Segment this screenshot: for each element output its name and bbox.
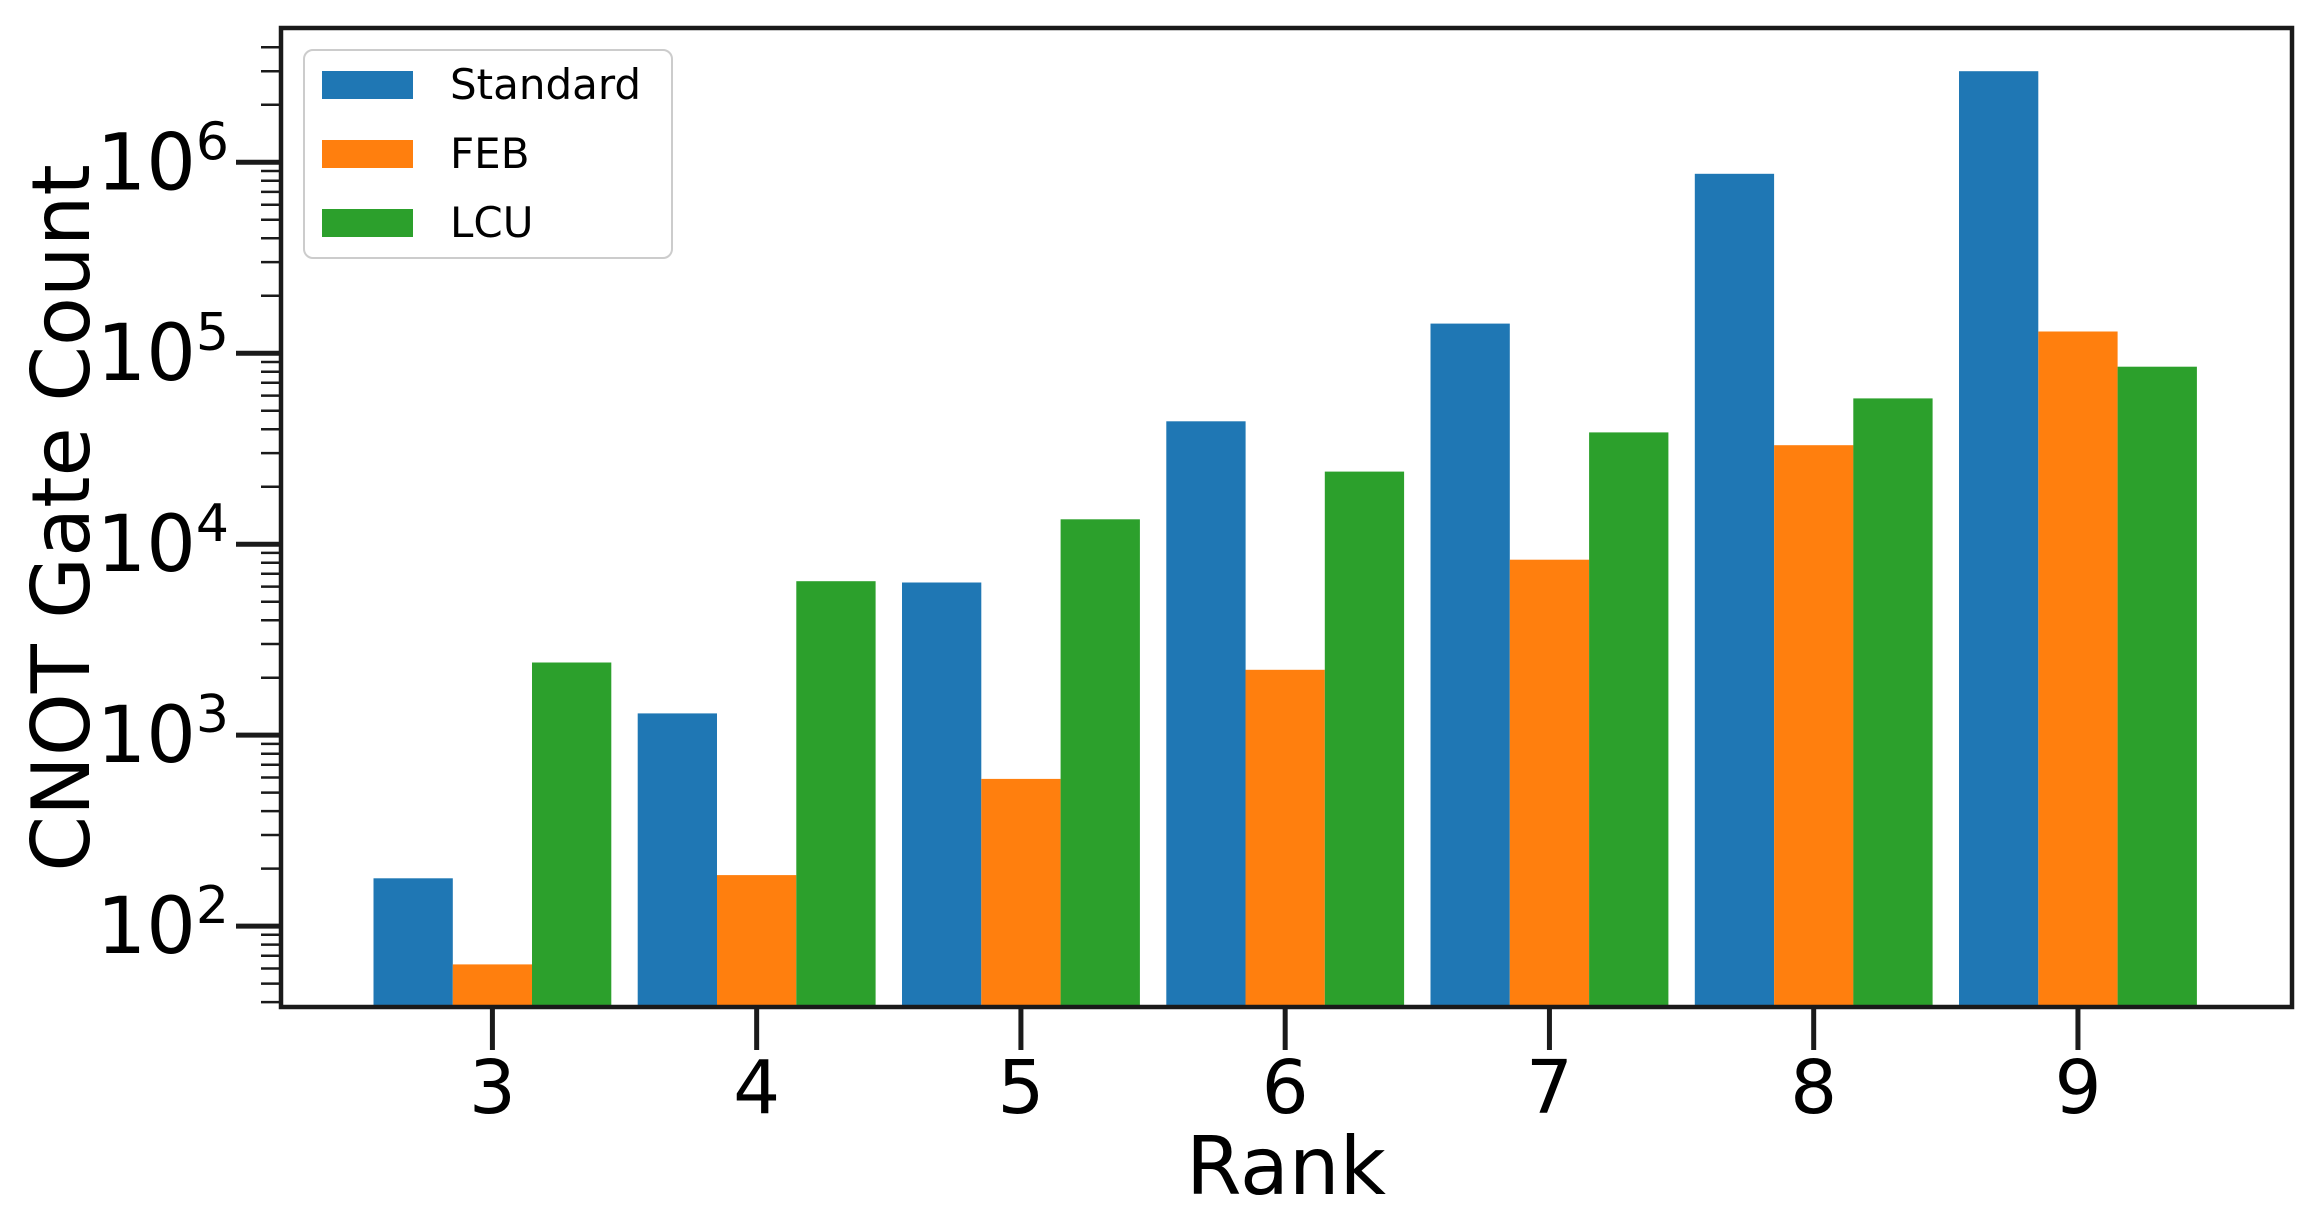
legend: Standard FEB LCU xyxy=(303,49,673,259)
bar-lcu-rank-4 xyxy=(796,581,876,1007)
bar-standard-rank-8 xyxy=(1694,173,1775,1008)
bar-standard-rank-6 xyxy=(1166,421,1246,1007)
x-tick-label: 8 xyxy=(1790,1045,1837,1131)
y-tick-label: 105 xyxy=(97,303,229,399)
y-tick-label: 103 xyxy=(97,685,229,781)
bar-feb-rank-7 xyxy=(1509,559,1590,1007)
bar-feb-rank-9 xyxy=(2038,331,2118,1007)
legend-label-standard: Standard xyxy=(450,60,642,110)
bar-lcu-rank-9 xyxy=(2117,366,2197,1007)
x-axis-label: Rank xyxy=(1186,1120,1386,1213)
bar-feb-rank-4 xyxy=(717,875,797,1007)
legend-item-standard: Standard xyxy=(322,60,671,110)
bar-standard-rank-4 xyxy=(637,713,717,1007)
bar-lcu-rank-6 xyxy=(1324,471,1405,1008)
bar-feb-rank-5 xyxy=(981,778,1061,1007)
legend-label-feb: FEB xyxy=(450,128,530,178)
bar-standard-rank-5 xyxy=(902,582,982,1007)
bar-feb-rank-8 xyxy=(1774,445,1854,1007)
legend-swatch-lcu xyxy=(322,208,413,237)
y-tick-label: 104 xyxy=(97,494,229,590)
bar-lcu-rank-3 xyxy=(532,662,612,1007)
legend-item-lcu: LCU xyxy=(322,197,671,247)
y-axis-label: CNOT Gate Count xyxy=(15,164,108,872)
x-tick-label: 6 xyxy=(1262,1045,1309,1131)
x-tick-label: 3 xyxy=(469,1045,516,1131)
bar-feb-rank-6 xyxy=(1245,669,1325,1007)
legend-item-feb: FEB xyxy=(322,128,671,178)
legend-label-lcu: LCU xyxy=(450,197,534,247)
bars-layer xyxy=(373,71,2197,1008)
bar-standard-rank-3 xyxy=(373,878,453,1007)
bar-standard-rank-7 xyxy=(1430,323,1510,1008)
y-tick-label: 106 xyxy=(97,112,229,208)
bar-lcu-rank-5 xyxy=(1060,519,1140,1007)
bar-lcu-rank-8 xyxy=(1853,398,1933,1007)
bar-feb-rank-3 xyxy=(452,964,533,1007)
legend-swatch-standard xyxy=(322,71,413,100)
axes-layer xyxy=(236,25,2295,1050)
x-tick-label: 7 xyxy=(1526,1045,1573,1131)
bar-standard-rank-9 xyxy=(1959,71,2039,1007)
x-tick-label: 9 xyxy=(2054,1045,2101,1131)
bar-lcu-rank-7 xyxy=(1589,432,1669,1007)
x-tick-label: 5 xyxy=(997,1045,1044,1131)
y-tick-label: 102 xyxy=(97,876,229,972)
legend-swatch-feb xyxy=(322,139,413,168)
x-tick-label: 4 xyxy=(733,1045,780,1131)
tick-labels-layer: 102 103 104 105 106 3 4 5 6 7 8 9 xyxy=(97,112,2102,1131)
